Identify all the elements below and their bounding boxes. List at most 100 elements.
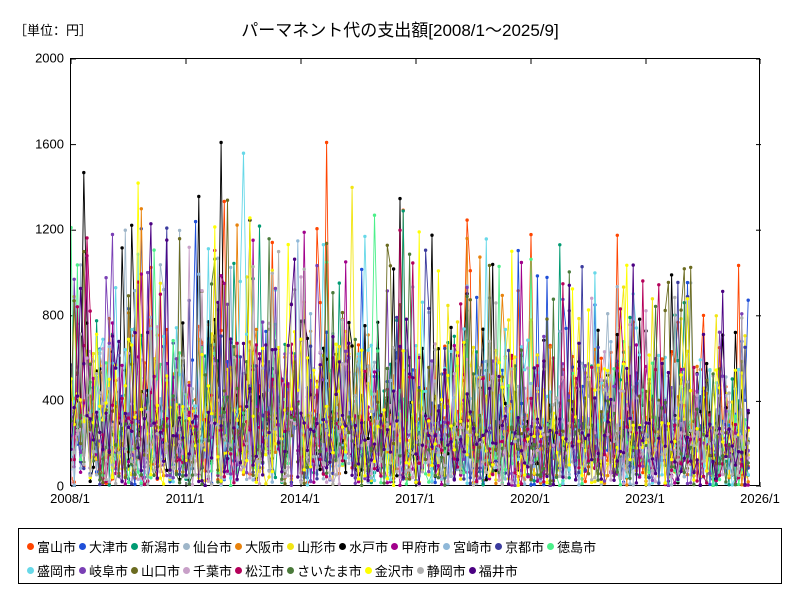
series-marker	[443, 346, 447, 351]
series-marker	[376, 468, 380, 472]
series-marker	[593, 460, 597, 464]
series-marker	[471, 483, 476, 487]
series-marker	[107, 344, 111, 349]
series-marker	[388, 450, 393, 454]
series-marker	[356, 480, 361, 484]
series-marker	[740, 312, 744, 316]
legend-item[interactable]: 山形市	[287, 537, 336, 556]
legend-color-swatch-icon	[287, 566, 295, 574]
legend-item[interactable]: 静岡市	[416, 561, 466, 580]
series-marker	[526, 475, 530, 479]
series-marker	[733, 330, 738, 335]
series-marker	[181, 436, 185, 440]
series-marker	[193, 444, 198, 448]
legend-label: 千葉市	[193, 563, 233, 579]
legend-item[interactable]: 松江市	[235, 561, 284, 580]
series-marker	[72, 483, 76, 487]
legend-item[interactable]: 盛岡市	[27, 561, 76, 580]
series-marker	[506, 318, 511, 322]
series-marker	[385, 417, 389, 422]
legend-item[interactable]: 福井市	[468, 561, 518, 580]
legend-item[interactable]: 富山市	[27, 537, 76, 556]
series-marker	[519, 424, 524, 428]
series-marker	[324, 404, 329, 409]
series-marker	[302, 267, 306, 271]
series-marker	[366, 440, 370, 444]
series-marker	[360, 267, 364, 272]
series-marker	[625, 474, 629, 479]
series-marker	[685, 280, 690, 285]
series-marker	[78, 450, 83, 455]
series-marker	[241, 411, 246, 415]
legend-item[interactable]: さいたま市	[287, 561, 362, 580]
series-marker	[586, 433, 591, 437]
series-marker	[78, 398, 83, 402]
legend-item[interactable]: 新潟市	[131, 537, 180, 556]
series-marker	[583, 364, 587, 368]
series-marker	[506, 348, 511, 353]
series-marker	[526, 465, 530, 469]
series-marker	[430, 445, 434, 449]
series-marker	[727, 474, 731, 478]
legend-item[interactable]: 京都市	[495, 537, 544, 556]
series-marker	[606, 462, 610, 466]
series-marker	[471, 372, 476, 376]
series-marker	[724, 375, 728, 379]
series-marker	[315, 421, 319, 426]
series-marker	[644, 432, 648, 436]
series-marker	[494, 441, 498, 446]
legend-item[interactable]: 大阪市	[235, 537, 284, 556]
series-marker	[117, 339, 121, 344]
series-marker	[315, 385, 319, 389]
series-marker	[315, 448, 319, 452]
legend-item[interactable]: 水戸市	[339, 537, 388, 556]
series-marker	[427, 460, 431, 464]
series-marker	[689, 437, 693, 441]
legend-item[interactable]: 山口市	[131, 561, 180, 580]
series-marker	[136, 470, 140, 474]
series-marker	[570, 460, 575, 464]
series-marker	[407, 433, 412, 437]
series-marker	[500, 385, 504, 389]
series-marker	[401, 349, 405, 353]
series-marker	[133, 289, 137, 293]
series-marker	[736, 263, 741, 268]
legend-item[interactable]: 大津市	[79, 537, 128, 556]
series-marker	[599, 477, 603, 481]
series-marker	[500, 293, 504, 298]
legend-item[interactable]: 仙台市	[183, 537, 232, 556]
series-marker	[366, 348, 370, 352]
series-marker	[225, 198, 230, 202]
series-marker	[733, 463, 738, 467]
series-marker	[443, 420, 447, 424]
series-marker	[682, 367, 686, 371]
series-marker	[315, 263, 319, 268]
series-marker	[376, 400, 380, 404]
series-marker	[462, 450, 466, 454]
series-marker	[714, 482, 718, 487]
series-marker	[676, 477, 680, 482]
series-marker	[190, 358, 195, 362]
series-marker	[270, 480, 274, 484]
series-marker	[261, 473, 265, 477]
legend-item[interactable]: 徳島市	[547, 537, 596, 556]
series-marker	[522, 368, 527, 372]
legend-item[interactable]: 岐阜市	[79, 561, 128, 580]
series-marker	[107, 483, 111, 487]
series-marker	[612, 478, 616, 482]
series-marker	[564, 326, 568, 331]
series-marker	[567, 434, 571, 438]
legend-item[interactable]: 千葉市	[183, 561, 232, 580]
legend-item[interactable]: 金沢市	[364, 561, 414, 580]
series-marker	[593, 347, 597, 352]
series-marker	[449, 474, 453, 478]
series-marker	[120, 419, 124, 423]
series-marker	[743, 345, 747, 349]
legend-item[interactable]: 宮崎市	[443, 537, 492, 556]
series-marker	[570, 444, 575, 448]
series-marker	[101, 401, 105, 406]
series-marker	[711, 440, 715, 445]
series-marker	[730, 444, 734, 448]
series-marker	[257, 352, 262, 356]
legend-item[interactable]: 甲府市	[391, 537, 440, 556]
